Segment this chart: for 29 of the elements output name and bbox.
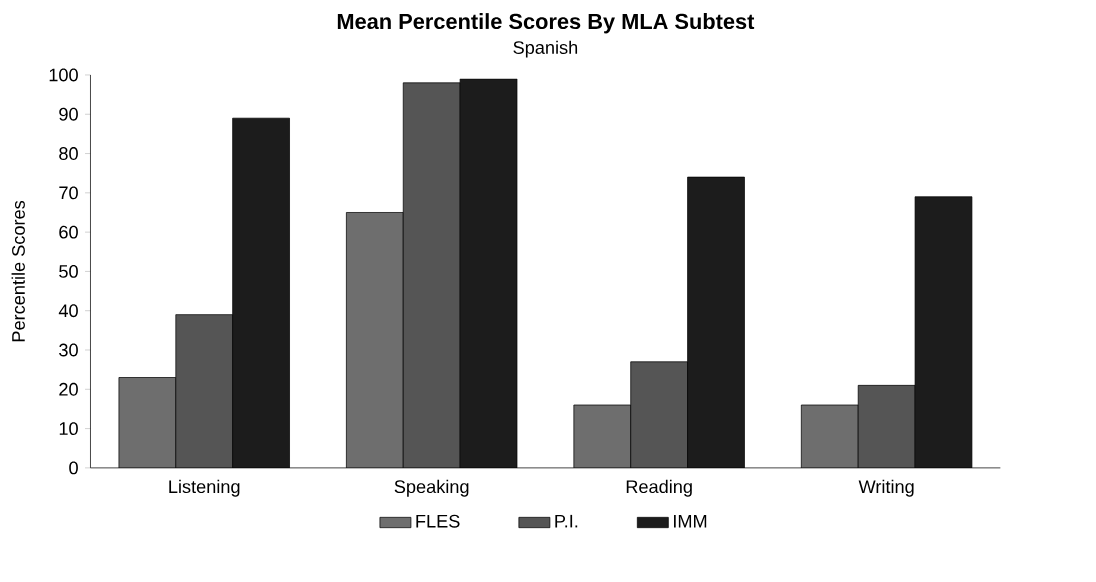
- x-tick-label: Reading: [626, 479, 692, 497]
- y-tick-label: 0: [69, 461, 78, 475]
- legend-label: IMM: [674, 515, 707, 528]
- bar: [573, 405, 631, 469]
- y-tick-label: 40: [58, 304, 78, 318]
- bar: [118, 377, 176, 469]
- chart-title: Mean Percentile Scores By MLA Subtest: [337, 13, 755, 34]
- legend-label: P.I.: [555, 515, 578, 528]
- y-tick-label: 100: [49, 68, 78, 82]
- bar: [346, 212, 404, 469]
- y-tick-label: 70: [59, 186, 78, 200]
- x-tick-label: Listening: [169, 479, 240, 497]
- chart-subtitle: Spanish: [513, 40, 578, 58]
- bar: [800, 404, 859, 469]
- y-axis-title: Percentile Scores: [11, 201, 25, 342]
- bar: [914, 196, 973, 469]
- y-tick-label: 50: [59, 265, 78, 279]
- y-tick-label: 30: [59, 343, 78, 357]
- y-tick-label: 10: [59, 422, 78, 436]
- y-tick-label: 20: [59, 383, 78, 396]
- y-tick-label: 80: [59, 147, 78, 161]
- x-tick-label: Writing: [858, 479, 914, 497]
- bar: [460, 79, 517, 469]
- bar: [232, 118, 290, 469]
- y-tick-label: 60: [59, 225, 78, 239]
- x-tick-label: Speaking: [394, 479, 469, 497]
- legend-label: FLES: [416, 514, 460, 528]
- bar: [687, 177, 745, 469]
- y-tick-label: 90: [59, 108, 78, 121]
